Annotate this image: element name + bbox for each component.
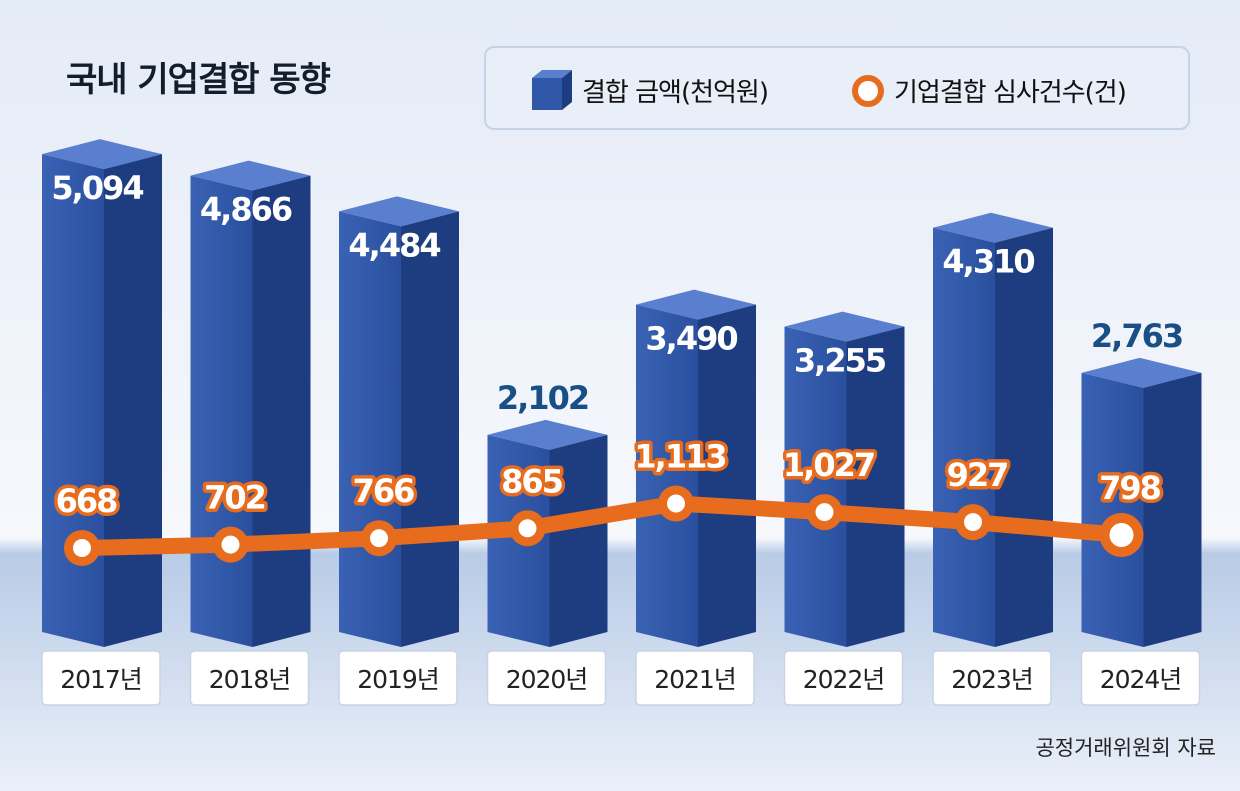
count-value-label: 798	[1099, 469, 1161, 507]
count-point-center	[73, 539, 91, 557]
bar-front-face	[636, 304, 698, 647]
category-label: 2019년	[357, 665, 439, 694]
category-label: 2020년	[506, 665, 588, 694]
count-value-label: 1,027	[783, 446, 874, 484]
bar-side-face	[698, 304, 756, 647]
bar-value-label: 3,255	[794, 342, 886, 380]
count-point-center	[815, 503, 834, 522]
bar-top-face	[190, 160, 311, 191]
category-tab	[41, 650, 161, 706]
bar-value-label: 2,763	[1091, 317, 1182, 355]
bar-front-face	[339, 211, 401, 647]
bar	[784, 311, 905, 647]
bar	[42, 139, 162, 647]
bar-side-face	[846, 326, 905, 647]
legend-count-label: 기업결합 심사건수(건)	[894, 78, 1127, 108]
legend-dot-icon	[852, 75, 884, 107]
bar-value-label: 2,102	[497, 379, 588, 417]
count-value-label: 702	[204, 479, 265, 517]
count-point-center	[667, 494, 685, 513]
source-note: 공정거래위원회 자료	[1035, 736, 1216, 760]
count-point-center	[370, 529, 388, 548]
category-tab	[338, 650, 458, 706]
category-label: 2023년	[951, 665, 1033, 694]
bar-side-face	[1143, 372, 1202, 647]
chart-title: 국내 기업결합 동향	[66, 60, 331, 100]
category-label: 2018년	[209, 665, 291, 694]
bar-side-face	[104, 154, 162, 647]
category-tab	[486, 650, 607, 706]
count-point-center	[1109, 523, 1134, 547]
legend-bar-icon	[532, 70, 572, 110]
category-tab	[635, 650, 755, 706]
category-label: 2017년	[60, 665, 142, 694]
category-tab	[932, 650, 1052, 706]
count-value-label: 865	[501, 462, 563, 500]
bar-value-label: 3,490	[645, 320, 737, 358]
category-tab	[189, 650, 310, 706]
bar-top-face	[1081, 357, 1202, 388]
bar-front-face	[933, 227, 995, 648]
bar-top-face	[42, 139, 162, 170]
count-value-label: 1,113	[634, 438, 725, 476]
bar	[1081, 357, 1202, 647]
bar-front-face	[784, 326, 847, 647]
category-label: 2024년	[1100, 665, 1182, 694]
bar-front-face	[190, 175, 253, 647]
bar	[636, 289, 756, 647]
category-label: 2021년	[654, 665, 736, 694]
count-point-center	[221, 535, 240, 554]
bar-value-label: 5,094	[51, 169, 143, 207]
bar	[933, 212, 1053, 648]
count-line	[74, 495, 1130, 556]
bar-top-face	[339, 196, 459, 227]
count-value-label: 927	[947, 456, 1008, 494]
bar-front-face	[1081, 372, 1144, 647]
legend: 결합 금액(천억원) 기업결합 심사건수(건)	[484, 46, 1190, 130]
bar-side-face	[401, 211, 459, 647]
count-point-center	[964, 513, 982, 532]
bar	[487, 419, 608, 647]
bar-side-face	[252, 175, 311, 647]
bar-value-label: 4,866	[200, 191, 292, 229]
bar-value-label: 4,484	[348, 226, 440, 264]
bar-top-face	[636, 289, 756, 320]
bar-top-face	[933, 212, 1053, 243]
bar-value-label: 4,310	[942, 243, 1034, 281]
legend-amount-label: 결합 금액(천억원)	[582, 78, 769, 108]
bar-top-face	[784, 311, 905, 342]
category-tab	[783, 650, 904, 706]
bar-front-face	[42, 154, 104, 647]
bar-side-face	[549, 434, 608, 647]
bar-top-face	[487, 419, 608, 450]
bar-side-face	[995, 227, 1053, 648]
category-label: 2022년	[803, 665, 885, 694]
count-point-center	[518, 519, 537, 538]
count-value-label: 766	[353, 472, 415, 510]
category-tab	[1080, 650, 1201, 706]
count-value-label: 668	[56, 482, 118, 520]
bar	[190, 160, 311, 647]
